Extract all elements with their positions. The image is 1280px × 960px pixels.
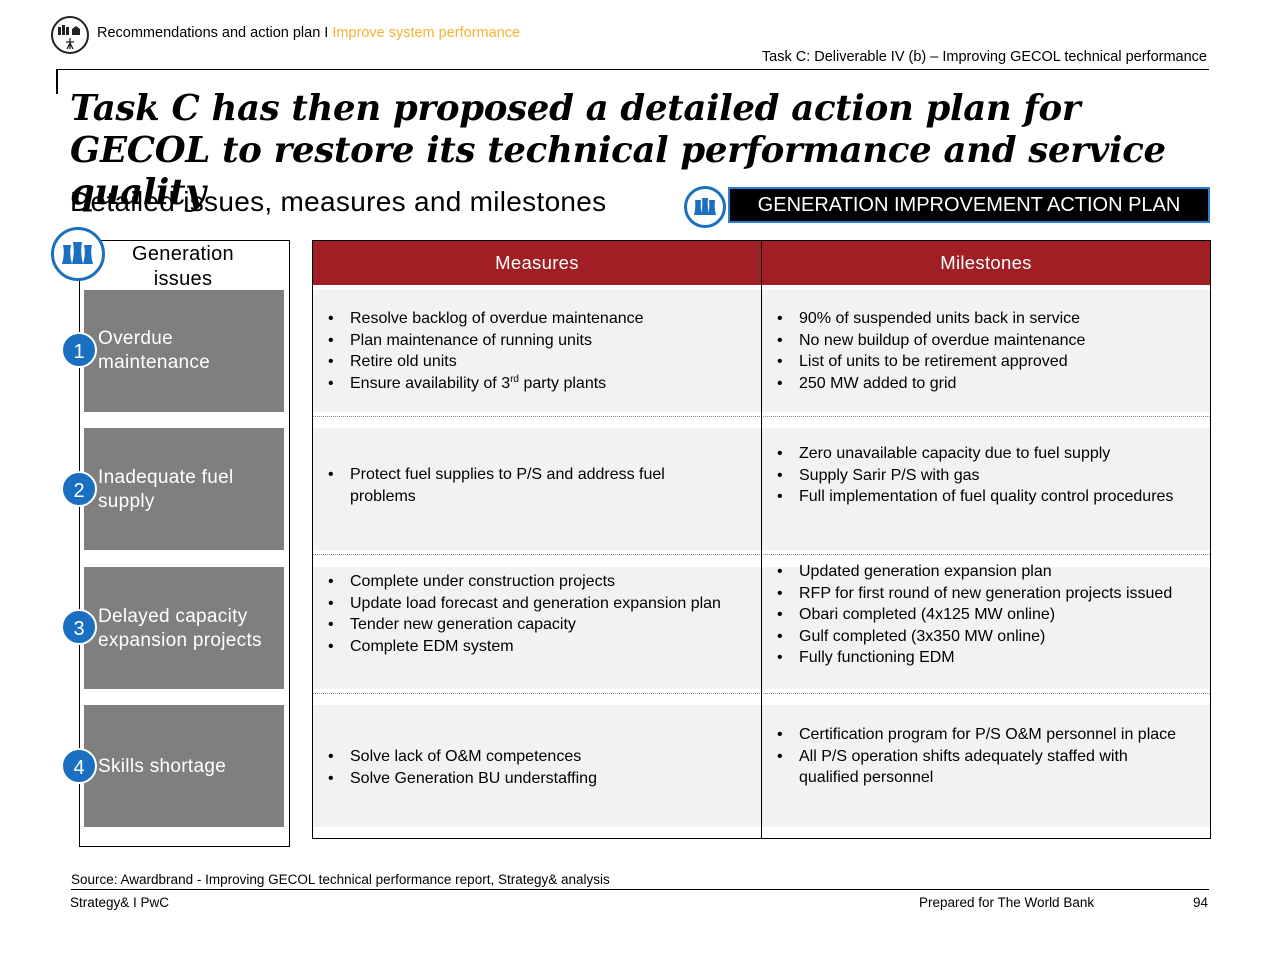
footer-firm: Strategy& I PwC bbox=[70, 895, 170, 910]
column-header-milestones: Milestones bbox=[940, 252, 1032, 273]
list-item: Fully functioning EDM bbox=[775, 647, 1185, 669]
list-item: No new buildup of overdue maintenance bbox=[775, 330, 1195, 352]
milestones-cell: Zero unavailable capacity due to fuel su… bbox=[775, 443, 1185, 508]
list-item-text: Ensure availability of 3 bbox=[350, 374, 511, 392]
power-plant-icon bbox=[51, 16, 89, 54]
column-divider bbox=[761, 241, 762, 838]
issue-label: Skills shortage bbox=[98, 756, 227, 777]
list-item: List of units to be retirement approved bbox=[775, 351, 1195, 373]
list-item: Supply Sarir P/S with gas bbox=[775, 465, 1185, 487]
measures-cell: Protect fuel supplies to P/S and address… bbox=[326, 464, 726, 507]
issue-number-badge: 1 bbox=[61, 332, 97, 368]
issues-column-heading: Generation issues bbox=[132, 243, 234, 290]
cooling-towers-icon bbox=[684, 186, 726, 228]
issue-box bbox=[84, 290, 284, 412]
list-item: Solve lack of O&M competences bbox=[326, 746, 746, 768]
list-item: Certification program for P/S O&M person… bbox=[775, 724, 1185, 746]
header-tick bbox=[56, 69, 58, 94]
list-item: Full implementation of fuel quality cont… bbox=[775, 486, 1185, 508]
breadcrumb-separator: I bbox=[324, 25, 329, 41]
breadcrumb: Recommendations and action plan I Improve … bbox=[97, 25, 520, 41]
issue-label: Inadequate fuel supply bbox=[98, 467, 234, 512]
page-number: 94 bbox=[1192, 895, 1208, 910]
column-header-measures: Measures bbox=[495, 252, 579, 273]
list-item: Zero unavailable capacity due to fuel su… bbox=[775, 443, 1185, 465]
milestones-cell: 90% of suspended units back in service N… bbox=[775, 308, 1195, 394]
milestones-cell: Updated generation expansion plan RFP fo… bbox=[775, 561, 1185, 669]
superscript: rd bbox=[510, 373, 519, 385]
breadcrumb-section: Recommendations and action plan bbox=[97, 25, 321, 41]
page-title: Task C has then proposed a detailed acti… bbox=[70, 88, 1166, 213]
list-item-text: party plants bbox=[519, 374, 607, 392]
list-item: 90% of suspended units back in service bbox=[775, 308, 1195, 330]
list-item: Complete EDM system bbox=[326, 636, 746, 658]
issue-box bbox=[84, 428, 284, 550]
list-item: Complete under construction projects bbox=[326, 571, 746, 593]
issue-number-badge: 2 bbox=[61, 471, 97, 507]
list-item: Update load forecast and generation expa… bbox=[326, 593, 746, 615]
list-item: Resolve backlog of overdue maintenance bbox=[326, 308, 746, 330]
issues-column-frame bbox=[79, 240, 290, 847]
list-item: 250 MW added to grid bbox=[775, 373, 1195, 395]
list-item: Gulf completed (3x350 MW online) bbox=[775, 626, 1185, 648]
issue-number-badge: 4 bbox=[61, 748, 97, 784]
issue-number-badge: 3 bbox=[61, 609, 97, 645]
list-item: RFP for first round of new generation pr… bbox=[775, 583, 1185, 605]
list-item: All P/S operation shifts adequately staf… bbox=[775, 746, 1185, 789]
cooling-towers-icon bbox=[51, 227, 105, 281]
list-item: Obari completed (4x125 MW online) bbox=[775, 604, 1185, 626]
measures-cell: Complete under construction projects Upd… bbox=[326, 571, 746, 657]
action-plan-badge: GENERATION IMPROVEMENT ACTION PLAN bbox=[728, 187, 1210, 223]
list-item: Tender new generation capacity bbox=[326, 614, 746, 636]
list-item: Ensure availability of 3rd party plants bbox=[326, 373, 746, 395]
measures-cell: Solve lack of O&M competences Solve Gene… bbox=[326, 746, 746, 789]
milestones-cell: Certification program for P/S O&M person… bbox=[775, 724, 1185, 789]
issue-box bbox=[84, 567, 284, 689]
list-item: Updated generation expansion plan bbox=[775, 561, 1185, 583]
issue-box bbox=[84, 705, 284, 827]
page-subtitle: Detailed issues, measures and milestones bbox=[70, 186, 607, 217]
action-plan-table bbox=[312, 240, 1211, 839]
issue-label: Overdue maintenance bbox=[98, 328, 211, 373]
header-rule bbox=[56, 69, 1209, 70]
breadcrumb-topic: Improve system performance bbox=[332, 25, 521, 41]
footer-prepared-for: Prepared for The World Bank bbox=[919, 895, 1095, 910]
list-item: Solve Generation BU understaffing bbox=[326, 768, 746, 790]
issue-label: Delayed capacity expansion projects bbox=[98, 606, 262, 651]
source-note: Source: Awardbrand - Improving GECOL tec… bbox=[71, 872, 610, 887]
list-item: Plan maintenance of running units bbox=[326, 330, 746, 352]
task-reference: Task C: Deliverable IV (b) – Improving G… bbox=[761, 49, 1207, 65]
list-item: Protect fuel supplies to P/S and address… bbox=[326, 464, 726, 507]
list-item: Retire old units bbox=[326, 351, 746, 373]
footer-rule bbox=[71, 889, 1209, 890]
measures-cell: Resolve backlog of overdue maintenance P… bbox=[326, 308, 746, 394]
